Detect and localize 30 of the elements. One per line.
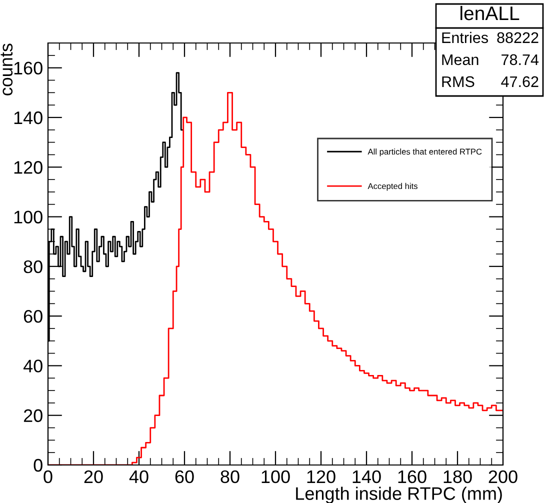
- y-tick-label: 100: [14, 210, 42, 224]
- y-tick-label: 120: [14, 161, 42, 174]
- y-tick-label: 0: [34, 458, 42, 472]
- x-tick-label: 120: [307, 470, 336, 484]
- annotation: Mean: [442, 54, 478, 66]
- annotation: 78.74: [502, 54, 539, 66]
- x-tick-label: 60: [175, 470, 194, 484]
- y-axis-title: counts: [0, 44, 13, 96]
- x-tick-label: 180: [444, 470, 472, 484]
- annotation: 47.62: [501, 76, 538, 88]
- legend-label: All particles that entered RTPC: [368, 148, 482, 156]
- x-tick-label: 140: [352, 470, 381, 484]
- y-tick-label: 160: [14, 62, 42, 75]
- y-tick-label: 140: [14, 111, 42, 124]
- text: lenALL: [460, 6, 520, 20]
- annotation: 88222: [497, 32, 538, 44]
- y-tick-label: 60: [24, 310, 42, 323]
- x-tick-label: 200: [488, 470, 518, 484]
- x-tick-label: 160: [398, 470, 426, 484]
- annotation: RMS: [442, 76, 474, 88]
- legend-label: Accepted hits: [368, 182, 418, 191]
- y-tick-label: 40: [23, 360, 42, 372]
- x-tick-label: 40: [129, 470, 148, 484]
- x-tick-label: 80: [220, 470, 240, 484]
- x-tick-label: 20: [84, 470, 103, 484]
- y-tick-label: 20: [24, 409, 42, 422]
- y-tick-label: 80: [24, 260, 42, 274]
- x-tick-label: 100: [262, 470, 290, 484]
- x-tick-label: 0: [44, 470, 52, 484]
- annotation: Entries: [442, 32, 488, 44]
